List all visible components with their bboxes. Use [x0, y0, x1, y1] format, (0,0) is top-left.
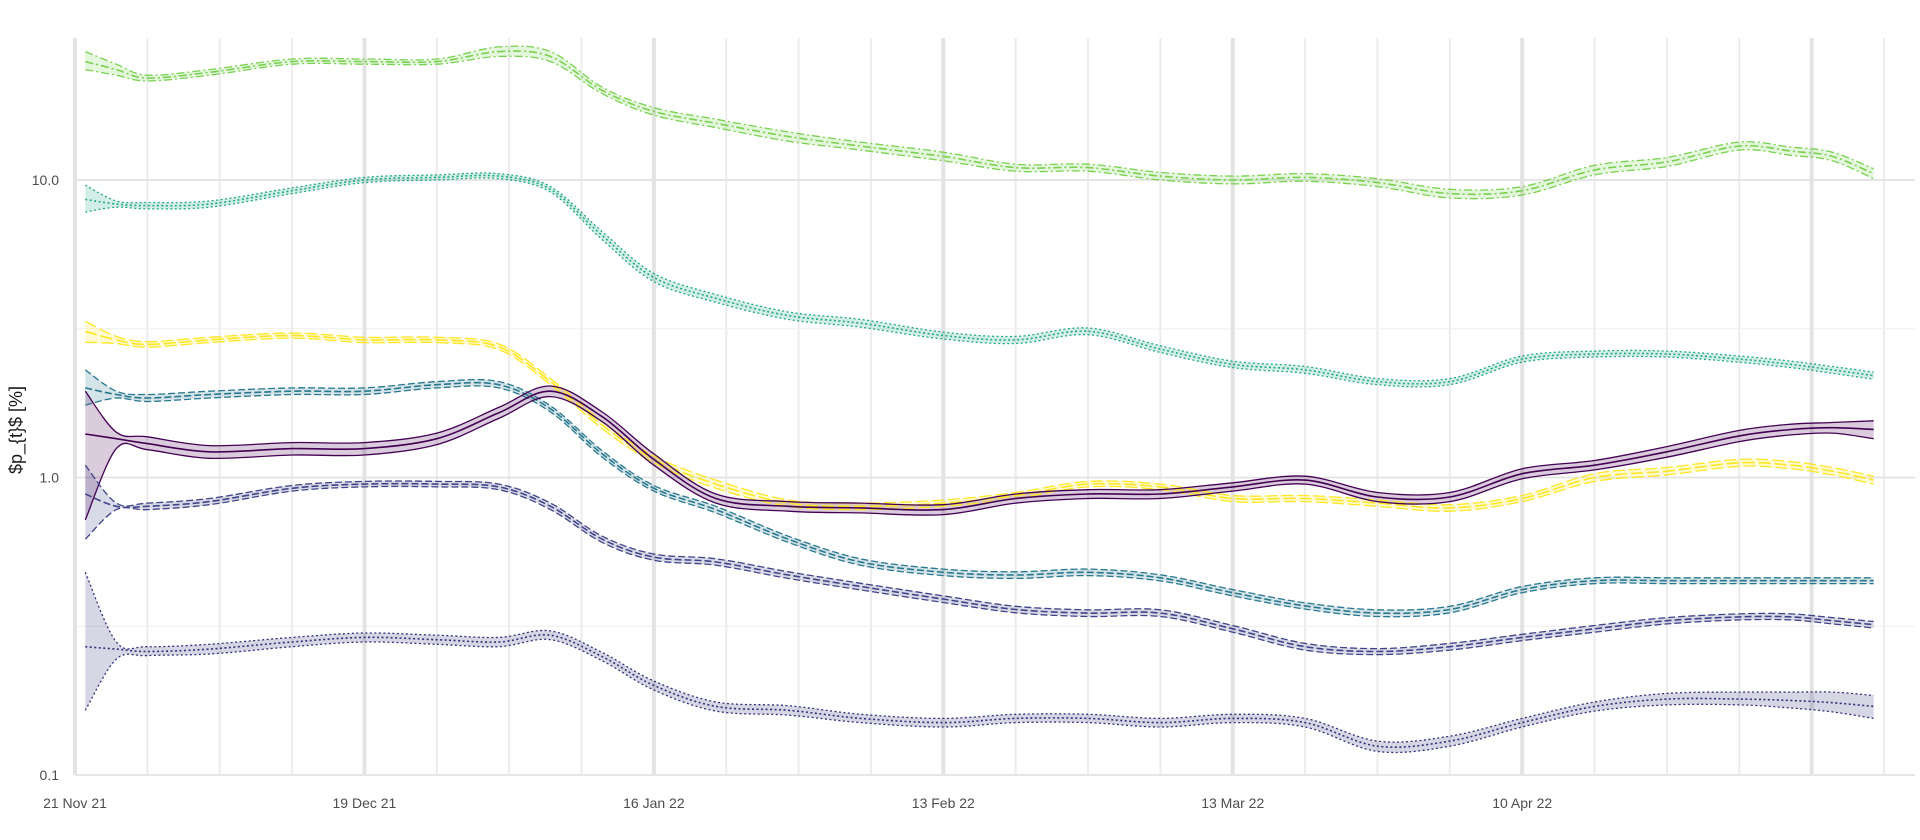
- series-6-line: [85, 633, 1874, 749]
- series-2-line: [85, 330, 1874, 509]
- y-tick-label: 0.1: [40, 767, 60, 783]
- series-4-line: [85, 390, 1874, 511]
- series-4-upper: [84, 385, 1874, 506]
- series-0-lower: [85, 55, 1874, 200]
- confidence-bands: [85, 46, 1874, 753]
- minor-gridlines: [75, 38, 1915, 775]
- series-5-lower: [84, 485, 1874, 656]
- series-6-upper: [84, 572, 1874, 743]
- series-3-upper: [84, 369, 1874, 611]
- series-3-line: [85, 381, 1874, 615]
- x-tick-label: 16 Jan 22: [623, 795, 685, 811]
- series-0-line: [85, 50, 1875, 196]
- x-tick-label: 21 Nov 21: [43, 795, 107, 811]
- series-0-ci-band: [85, 46, 1874, 199]
- series-2-lower: [85, 337, 1874, 512]
- x-tick-label: 13 Feb 22: [912, 795, 975, 811]
- y-axis-label: $p_{t}$ [%]: [6, 386, 27, 474]
- y-tick-label: 10.0: [32, 172, 59, 188]
- x-axis-tick-labels: 21 Nov 21 19 Dec 21 16 Jan 22 13 Feb 22 13 M…: [43, 795, 1552, 811]
- series-0-upper: [85, 45, 1874, 191]
- series-5-line: [85, 482, 1874, 653]
- series-5-upper: [84, 464, 1874, 650]
- y-axis-tick-labels: 0.1 1.0 10.0: [32, 172, 59, 783]
- series-lines: [84, 45, 1875, 754]
- series-2-upper: [85, 320, 1874, 506]
- series-2-ci-band: [85, 321, 1874, 512]
- y-tick-label: 1.0: [40, 469, 60, 485]
- series-4-lower: [84, 395, 1874, 521]
- x-tick-label: 19 Dec 21: [333, 795, 397, 811]
- major-gridlines: [73, 38, 1915, 776]
- series-1-ci-band: [85, 172, 1874, 387]
- series-1-upper: [85, 172, 1874, 382]
- series-3-ci-band: [85, 369, 1874, 617]
- series-3-lower: [85, 385, 1874, 618]
- x-tick-label: 10 Apr 22: [1492, 795, 1552, 811]
- series-6-lower: [84, 638, 1874, 754]
- x-tick-label: 13 Mar 22: [1201, 795, 1264, 811]
